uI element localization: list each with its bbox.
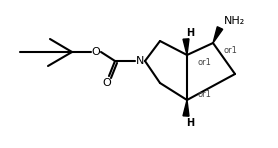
- Polygon shape: [183, 39, 189, 55]
- Text: H: H: [186, 28, 194, 38]
- Polygon shape: [213, 27, 223, 43]
- Polygon shape: [183, 100, 189, 116]
- Text: or1: or1: [197, 90, 211, 99]
- Text: H: H: [186, 118, 194, 128]
- Text: O: O: [92, 47, 100, 57]
- Text: O: O: [103, 78, 111, 88]
- Text: or1: or1: [223, 45, 237, 54]
- Text: or1: or1: [197, 58, 211, 66]
- Text: NH₂: NH₂: [224, 16, 246, 26]
- Text: N: N: [136, 56, 144, 66]
